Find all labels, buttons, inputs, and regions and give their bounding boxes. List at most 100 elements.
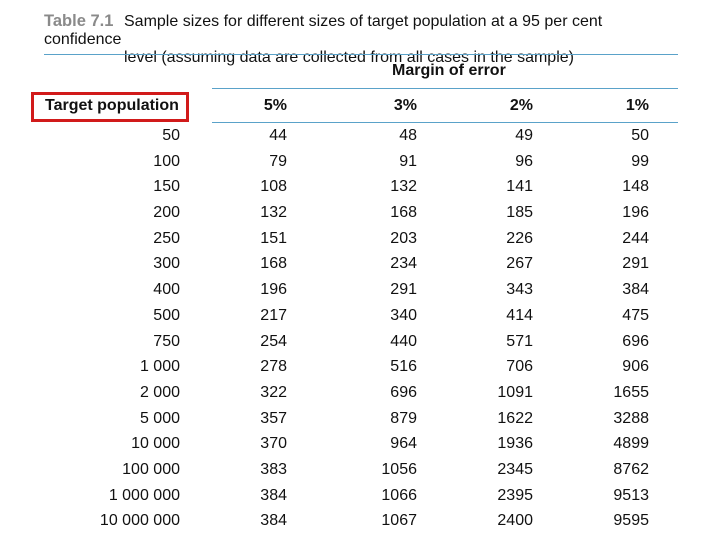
cell-margin-1pct: 8762 bbox=[613, 460, 649, 478]
table-row: 1 000 000 384 1066 2395 9513 bbox=[0, 484, 720, 510]
cell-margin-2pct: 571 bbox=[506, 332, 533, 350]
cell-margin-5pct: 254 bbox=[260, 332, 287, 350]
cell-margin-2pct: 1622 bbox=[497, 409, 533, 427]
column-header-1pct: 1% bbox=[625, 97, 649, 114]
cell-target-population: 750 bbox=[153, 332, 180, 350]
cell-margin-1pct: 196 bbox=[622, 204, 649, 222]
table-row: 10 000 370 964 1936 4899 bbox=[0, 432, 720, 458]
group-header-rule bbox=[212, 88, 678, 89]
cell-margin-2pct: 2400 bbox=[497, 512, 533, 530]
cell-margin-1pct: 3288 bbox=[613, 409, 649, 427]
table-row: 10 000 000 384 1067 2400 9595 bbox=[0, 509, 720, 535]
cell-margin-2pct: 226 bbox=[506, 229, 533, 247]
cell-margin-1pct: 696 bbox=[622, 332, 649, 350]
cell-margin-5pct: 322 bbox=[260, 383, 287, 401]
cell-margin-2pct: 706 bbox=[506, 358, 533, 376]
cell-margin-3pct: 1056 bbox=[381, 460, 417, 478]
top-rule bbox=[44, 54, 678, 55]
cell-margin-2pct: 267 bbox=[506, 255, 533, 273]
cell-target-population: 50 bbox=[162, 127, 180, 144]
cell-margin-5pct: 384 bbox=[260, 512, 287, 530]
table-row: 2 000 322 696 1091 1655 bbox=[0, 381, 720, 407]
cell-margin-5pct: 357 bbox=[260, 409, 287, 427]
cell-margin-3pct: 234 bbox=[390, 255, 417, 273]
cell-target-population: 400 bbox=[153, 281, 180, 299]
table-row: 50 44 48 49 50 bbox=[0, 124, 720, 150]
table-row: 750 254 440 571 696 bbox=[0, 330, 720, 356]
cell-margin-3pct: 1066 bbox=[381, 486, 417, 504]
cell-margin-2pct: 2345 bbox=[497, 460, 533, 478]
cell-margin-5pct: 217 bbox=[260, 306, 287, 324]
cell-margin-1pct: 148 bbox=[622, 178, 649, 196]
cell-target-population: 5 000 bbox=[139, 409, 180, 427]
table-row: 300 168 234 267 291 bbox=[0, 252, 720, 278]
column-header-2pct: 2% bbox=[509, 97, 533, 114]
cell-margin-1pct: 9513 bbox=[613, 486, 649, 504]
cell-margin-3pct: 879 bbox=[390, 409, 417, 427]
cell-margin-5pct: 132 bbox=[260, 204, 287, 222]
caption-text-2: level (assuming data are collected from … bbox=[124, 49, 574, 66]
cell-target-population: 10 000 000 bbox=[99, 512, 180, 530]
cell-margin-1pct: 244 bbox=[622, 229, 649, 247]
cell-margin-3pct: 340 bbox=[390, 306, 417, 324]
cell-margin-3pct: 203 bbox=[390, 229, 417, 247]
cell-margin-5pct: 383 bbox=[260, 460, 287, 478]
cell-margin-1pct: 291 bbox=[622, 255, 649, 273]
table-caption: Table 7.1 Sample sizes for different size… bbox=[44, 12, 684, 67]
column-header-3pct: 3% bbox=[393, 97, 417, 114]
cell-target-population: 200 bbox=[153, 204, 180, 222]
cell-target-population: 10 000 bbox=[131, 435, 180, 453]
cell-target-population: 500 bbox=[153, 306, 180, 324]
table-body: 50 44 48 49 50 100 79 91 96 99 150 108 132 141 148 200 1… bbox=[0, 124, 720, 535]
cell-margin-1pct: 906 bbox=[622, 358, 649, 376]
cell-margin-2pct: 96 bbox=[515, 152, 533, 170]
cell-margin-3pct: 516 bbox=[390, 358, 417, 376]
cell-margin-1pct: 9595 bbox=[613, 512, 649, 530]
cell-margin-1pct: 50 bbox=[631, 127, 649, 144]
cell-target-population: 2 000 bbox=[139, 383, 180, 401]
cell-margin-3pct: 291 bbox=[390, 281, 417, 299]
cell-margin-3pct: 168 bbox=[390, 204, 417, 222]
cell-margin-5pct: 108 bbox=[260, 178, 287, 196]
cell-margin-5pct: 278 bbox=[260, 358, 287, 376]
cell-margin-2pct: 414 bbox=[506, 306, 533, 324]
target-population-header: Target population bbox=[45, 97, 179, 114]
cell-target-population: 300 bbox=[153, 255, 180, 273]
cell-margin-3pct: 91 bbox=[399, 152, 417, 170]
cell-target-population: 1 000 bbox=[139, 358, 180, 376]
cell-margin-5pct: 79 bbox=[269, 152, 287, 170]
cell-margin-3pct: 440 bbox=[390, 332, 417, 350]
cell-margin-5pct: 44 bbox=[269, 127, 287, 144]
cell-margin-5pct: 370 bbox=[260, 435, 287, 453]
table-row: 250 151 203 226 244 bbox=[0, 227, 720, 253]
cell-target-population: 100 bbox=[153, 152, 180, 170]
header-bottom-rule bbox=[212, 122, 678, 123]
highlight-box bbox=[31, 92, 189, 122]
table-number: Table 7.1 bbox=[44, 12, 114, 30]
table-row: 100 79 91 96 99 bbox=[0, 150, 720, 176]
cell-target-population: 100 000 bbox=[122, 460, 180, 478]
margin-of-error-header: Margin of error bbox=[392, 62, 506, 79]
table-row: 500 217 340 414 475 bbox=[0, 304, 720, 330]
cell-margin-5pct: 196 bbox=[260, 281, 287, 299]
cell-target-population: 150 bbox=[153, 178, 180, 196]
cell-margin-5pct: 168 bbox=[260, 255, 287, 273]
cell-margin-1pct: 384 bbox=[622, 281, 649, 299]
table-row: 1 000 278 516 706 906 bbox=[0, 355, 720, 381]
cell-margin-2pct: 2395 bbox=[497, 486, 533, 504]
cell-margin-2pct: 1091 bbox=[497, 383, 533, 401]
cell-target-population: 1 000 000 bbox=[108, 486, 180, 504]
cell-margin-2pct: 185 bbox=[506, 204, 533, 222]
table-row: 200 132 168 185 196 bbox=[0, 201, 720, 227]
cell-margin-3pct: 1067 bbox=[381, 512, 417, 530]
cell-margin-1pct: 1655 bbox=[613, 383, 649, 401]
cell-margin-5pct: 151 bbox=[260, 229, 287, 247]
cell-margin-1pct: 475 bbox=[622, 306, 649, 324]
cell-margin-3pct: 696 bbox=[390, 383, 417, 401]
cell-margin-2pct: 343 bbox=[506, 281, 533, 299]
table-row: 100 000 383 1056 2345 8762 bbox=[0, 458, 720, 484]
caption-text-1: Sample sizes for different sizes of targ… bbox=[44, 13, 603, 48]
cell-margin-3pct: 48 bbox=[399, 127, 417, 144]
cell-margin-1pct: 99 bbox=[631, 152, 649, 170]
cell-margin-2pct: 49 bbox=[515, 127, 533, 144]
